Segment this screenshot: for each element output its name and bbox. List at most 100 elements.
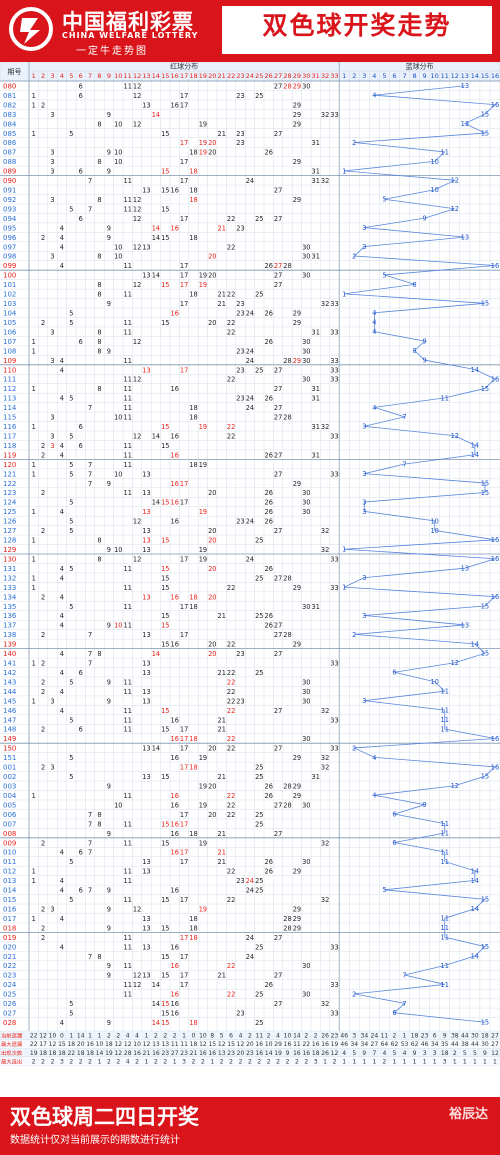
blue-ball-mark: 11	[441, 915, 449, 923]
blue-ball-mark: 16	[491, 375, 499, 383]
red-ball-mark: 15	[161, 1010, 169, 1018]
blue-ball-mark: 9	[423, 338, 427, 346]
blue-ball-mark: 12	[451, 205, 459, 213]
red-ball-mark: 3	[50, 905, 54, 913]
blue-ball-mark: 3	[362, 697, 366, 705]
header-banner: 中国福利彩票 CHINA WELFARE LOTTERY 一定牛走势图 双色球开…	[0, 0, 500, 62]
blue-ball-mark: 14	[471, 905, 479, 913]
red-ball-mark: 17	[180, 896, 188, 904]
stat-red-value: 19	[30, 1050, 38, 1057]
red-ball-mark: 28	[283, 924, 291, 932]
stat-blue-value: 3	[352, 1033, 356, 1040]
red-ball-mark: 5	[69, 565, 73, 573]
stat-blue-value: 35	[441, 1041, 449, 1048]
red-ball-mark: 26	[265, 508, 273, 516]
red-ball-mark: 19	[199, 546, 207, 554]
period-label: 123	[3, 489, 16, 497]
red-ball-mark: 26	[265, 565, 273, 573]
red-ball-mark: 1	[32, 461, 36, 469]
period-label: 115	[3, 414, 16, 422]
red-ball-mark: 22	[227, 243, 235, 251]
red-ball-mark: 32	[321, 300, 329, 308]
stat-red-value: 2	[248, 1058, 252, 1065]
period-label: 135	[3, 603, 16, 611]
red-ball-mark: 1	[32, 697, 36, 705]
stat-red-value: 2	[239, 1058, 243, 1065]
period-label: 082	[3, 101, 16, 109]
red-ball-mark: 18	[189, 593, 197, 601]
blue-ball-mark: 1	[342, 584, 346, 592]
red-ball-mark: 13	[142, 688, 150, 696]
period-label: 119	[3, 451, 16, 459]
red-ball-mark: 13	[142, 924, 150, 932]
red-ball-mark: 17	[180, 934, 188, 942]
red-ball-mark: 20	[208, 489, 216, 497]
red-ball-mark: 14	[152, 650, 160, 658]
red-ball-mark: 28	[283, 82, 291, 90]
red-ball-mark: 11	[124, 868, 132, 876]
red-ball-mark: 17	[180, 499, 188, 507]
red-ball-mark: 31	[312, 773, 320, 781]
red-ball-mark: 13	[142, 366, 150, 374]
red-ball-mark: 11	[124, 385, 132, 393]
blue-ball-mark: 11	[441, 924, 449, 932]
red-ball-mark: 25	[255, 943, 263, 951]
red-ball-mark: 33	[330, 357, 338, 365]
red-ball-mark: 26	[265, 310, 273, 318]
footer-title: 双色球周二四日开奖	[10, 1105, 199, 1129]
stat-red-value: 12	[218, 1041, 226, 1048]
red-ball-mark: 3	[50, 196, 54, 204]
red-ball-mark: 19	[199, 139, 207, 147]
period-label: 083	[3, 111, 16, 119]
red-ball-mark: 16	[171, 187, 179, 195]
red-ball-mark: 17	[180, 811, 188, 819]
period-label: 007	[3, 820, 16, 828]
blue-ball-mark: 11	[441, 725, 449, 733]
red-number-header: 33	[330, 72, 338, 80]
red-ball-mark: 20	[208, 139, 216, 147]
red-ball-mark: 10	[114, 622, 122, 630]
red-number-header: 32	[321, 72, 329, 80]
red-ball-mark: 30	[302, 603, 310, 611]
red-ball-mark: 19	[199, 905, 207, 913]
blue-ball-mark: 11	[441, 829, 449, 837]
stat-red-value: 10	[199, 1033, 207, 1040]
period-label: 125	[3, 508, 16, 516]
red-ball-mark: 20	[208, 565, 216, 573]
stat-blue-value: 30	[471, 1033, 479, 1040]
blue-ball-mark: 1	[342, 290, 346, 298]
stat-red-value: 2	[88, 1058, 92, 1065]
red-ball-mark: 4	[60, 395, 64, 403]
red-ball-mark: 14	[152, 432, 160, 440]
red-ball-mark: 16	[171, 641, 179, 649]
red-ball-mark: 24	[246, 877, 254, 885]
red-ball-mark: 30	[302, 489, 310, 497]
red-ball-mark: 4	[60, 593, 64, 601]
stat-red-value: 19	[105, 1050, 113, 1057]
period-label: 103	[3, 300, 16, 308]
red-ball-mark: 25	[255, 811, 263, 819]
red-ball-mark: 8	[97, 650, 101, 658]
red-ball-mark: 9	[107, 962, 111, 970]
red-number-header: 10	[114, 72, 122, 80]
stat-red-value: 2	[163, 1033, 167, 1040]
blue-ball-mark: 11	[441, 394, 449, 402]
stat-blue-value: 34	[361, 1033, 369, 1040]
stat-red-value: 21	[190, 1050, 198, 1057]
period-label: 010	[3, 849, 16, 857]
red-ball-mark: 11	[124, 414, 132, 422]
blue-ball-mark: 15	[481, 385, 489, 393]
red-ball-mark: 21	[218, 858, 226, 866]
stat-red-value: 18	[86, 1050, 94, 1057]
red-ball-mark: 1	[32, 574, 36, 582]
period-label: 017	[3, 915, 16, 923]
red-ball-mark: 6	[79, 669, 83, 677]
red-ball-mark: 26	[265, 451, 273, 459]
red-ball-mark: 3	[50, 111, 54, 119]
red-ball-mark: 8	[97, 158, 101, 166]
red-ball-mark: 19	[199, 461, 207, 469]
chart-background	[0, 62, 500, 1068]
blue-ball-mark: 15	[481, 111, 489, 119]
period-label: 008	[3, 830, 16, 838]
red-ball-mark: 33	[330, 555, 338, 563]
